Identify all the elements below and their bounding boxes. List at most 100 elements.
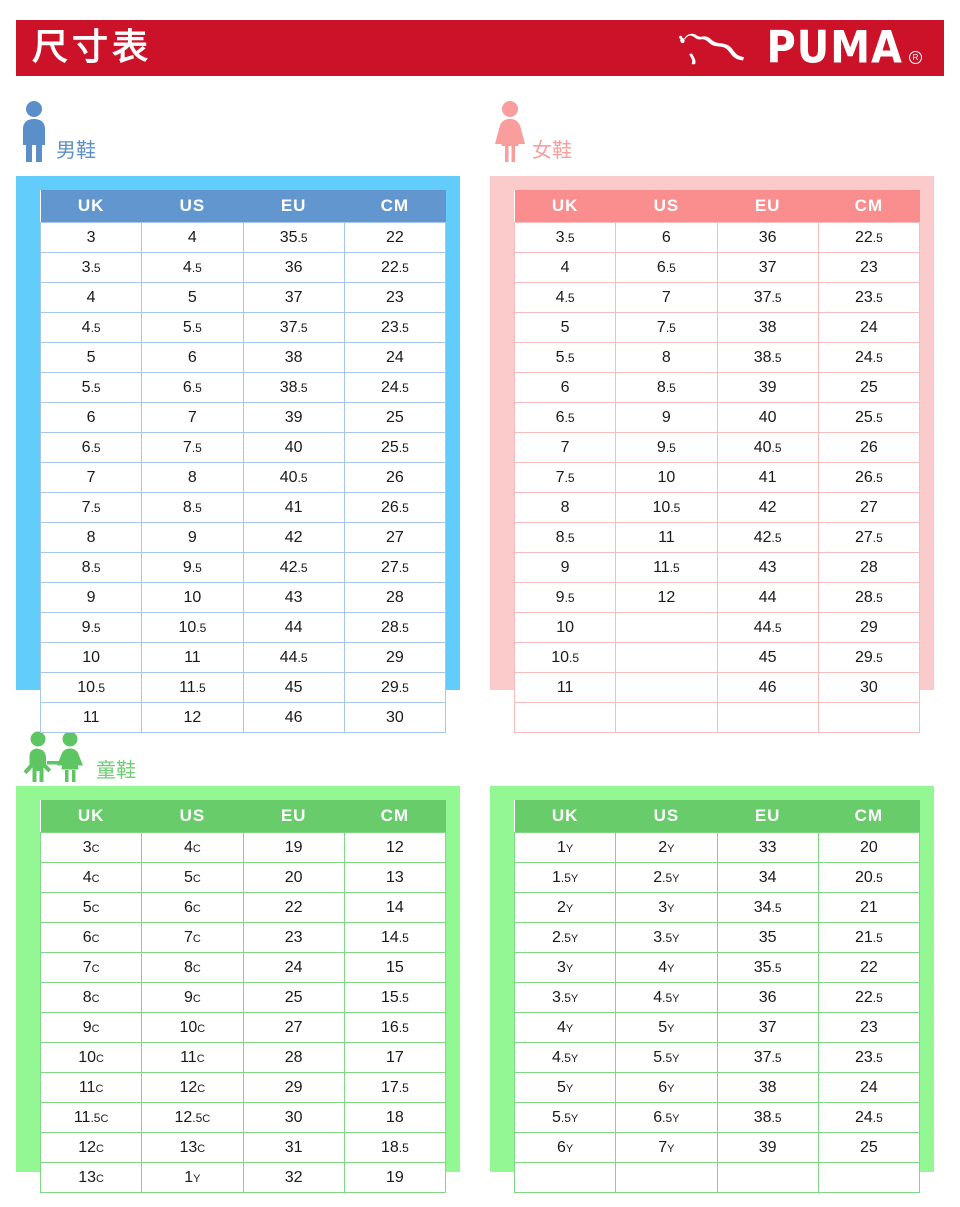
cell-cm: 24.5	[343, 372, 447, 403]
table-row: 1.5Y 2.5Y 34 20.5	[513, 862, 921, 893]
cell-us: 10C	[141, 1012, 244, 1043]
cell-eu: 40.5	[242, 462, 345, 493]
cell-cm: 26.5	[343, 492, 447, 523]
cell-cm: 23	[817, 1012, 921, 1043]
cell-uk: 6.5	[39, 432, 143, 463]
cell-cm: 25	[817, 1132, 921, 1163]
cell-eu: 41	[242, 492, 345, 523]
two-children-figures-icon	[23, 731, 83, 782]
cell-us: 5	[141, 282, 244, 313]
column-header-uk: UK	[514, 190, 616, 223]
cell-uk: 10C	[39, 1042, 143, 1073]
cell-eu: 38.5	[242, 372, 345, 403]
table-row: 5Y 6Y 38 24	[513, 1072, 921, 1103]
table-row: 7C 8C 24 15	[39, 952, 447, 983]
cell-us: 2Y	[615, 832, 718, 863]
cell-cm: 29.5	[343, 672, 447, 703]
cell-eu: 32	[242, 1162, 345, 1193]
section-label-men: 男鞋	[16, 100, 96, 162]
cell-eu: 46	[242, 702, 345, 733]
table-row: 10.5 11.5 45 29.5	[39, 672, 447, 703]
cell-cm: 21	[817, 892, 921, 923]
cell-eu: 44	[242, 612, 345, 643]
cell-uk: 5.5	[513, 342, 617, 373]
cell-uk: 13C	[39, 1162, 143, 1193]
column-header-us: US	[141, 190, 243, 223]
cell-us: 6Y	[615, 1072, 718, 1103]
cell-us: 10	[141, 582, 244, 613]
table-row: 6.5 9 40 25.5	[513, 402, 921, 433]
cell-eu: 23	[242, 922, 345, 953]
cell-uk: 3C	[39, 832, 143, 863]
cell-eu: 36	[242, 252, 345, 283]
cell-eu: 46	[716, 672, 819, 703]
cell-cm: 24	[343, 342, 447, 373]
cell-eu: 40	[242, 432, 345, 463]
cell-cm: 22.5	[817, 982, 921, 1013]
women-size-panel: UK US EU CM 3.5 6 36 22.5 4 6.5 37 23 4.5 7 37.5 23.5 5 7…	[490, 176, 934, 733]
cell-cm: 23	[343, 282, 447, 313]
cell-us: 8	[141, 462, 244, 493]
table-row: 9 11.5 43 28	[513, 552, 921, 583]
cell-eu: 36	[716, 982, 819, 1013]
kids-size-table-right: UK US EU CM 1Y 2Y 33 20 1.5Y 2.5Y 34 20.5 2Y 3Y 34.5 21…	[513, 800, 921, 1193]
table-row	[513, 1162, 921, 1193]
kids-size-table-left: UK US EU CM 3C 4C 19 12 4C 5C 20 13 5C 6C 22 14 6C 7C 23 14…	[39, 800, 447, 1193]
cell-eu: 37.5	[716, 1042, 819, 1073]
cell-cm: 28	[343, 582, 447, 613]
table-row: 6 7 39 25	[39, 402, 447, 433]
cell-uk: 2.5Y	[513, 922, 617, 953]
cell-cm: 20	[817, 832, 921, 863]
cell-eu: 43	[716, 552, 819, 583]
cell-cm: 25.5	[343, 432, 447, 463]
cell-uk	[513, 702, 617, 733]
cell-uk: 3Y	[513, 952, 617, 983]
cell-eu: 44.5	[242, 642, 345, 673]
cell-eu: 39	[242, 402, 345, 433]
cell-cm: 20.5	[817, 862, 921, 893]
cell-cm: 29	[343, 642, 447, 673]
column-header-eu: EU	[243, 190, 345, 223]
table-header-row: UK US EU CM	[40, 800, 446, 833]
table-row: 9C 10C 27 16.5	[39, 1012, 447, 1043]
cell-cm: 23.5	[817, 282, 921, 313]
cell-us: 7Y	[615, 1132, 718, 1163]
cell-eu: 42.5	[716, 522, 819, 553]
cell-us: 11	[141, 642, 244, 673]
cell-us	[615, 612, 718, 643]
cell-us: 5.5Y	[615, 1042, 718, 1073]
cell-eu: 38	[716, 1072, 819, 1103]
cell-uk: 7	[513, 432, 617, 463]
cell-eu: 34.5	[716, 892, 819, 923]
table-row: 5.5 8 38.5 24.5	[513, 342, 921, 373]
column-header-uk: UK	[40, 190, 142, 223]
column-header-cm: CM	[818, 190, 920, 223]
table-row: 12C 13C 31 18.5	[39, 1132, 447, 1163]
table-header-row: UK US EU CM	[40, 190, 446, 223]
cell-uk: 2Y	[513, 892, 617, 923]
cell-eu: 40	[716, 402, 819, 433]
column-header-uk: UK	[514, 800, 616, 833]
cell-us: 7.5	[615, 312, 718, 343]
header-banner: 尺寸表 PUMA R	[16, 20, 944, 76]
cell-cm: 28	[817, 552, 921, 583]
cell-cm: 27	[817, 492, 921, 523]
cell-uk: 12C	[39, 1132, 143, 1163]
cell-us: 9	[141, 522, 244, 553]
cell-cm: 23.5	[817, 1042, 921, 1073]
table-row: 9.5 10.5 44 28.5	[39, 612, 447, 643]
cell-us	[615, 672, 718, 703]
cell-eu: 33	[716, 832, 819, 863]
cell-cm: 15	[343, 952, 447, 983]
table-row	[513, 702, 921, 733]
cell-cm: 14	[343, 892, 447, 923]
cell-eu: 42	[716, 492, 819, 523]
cell-eu: 38	[716, 312, 819, 343]
kids-size-panel-left: UK US EU CM 3C 4C 19 12 4C 5C 20 13 5C 6C 22 14 6C 7C 23 14…	[16, 786, 460, 1193]
column-header-us: US	[141, 800, 243, 833]
cell-us: 6	[615, 222, 718, 253]
cell-cm: 24	[817, 1072, 921, 1103]
cell-uk: 4Y	[513, 1012, 617, 1043]
cell-eu: 30	[242, 1102, 345, 1133]
puma-wordmark: PUMA	[766, 22, 903, 74]
